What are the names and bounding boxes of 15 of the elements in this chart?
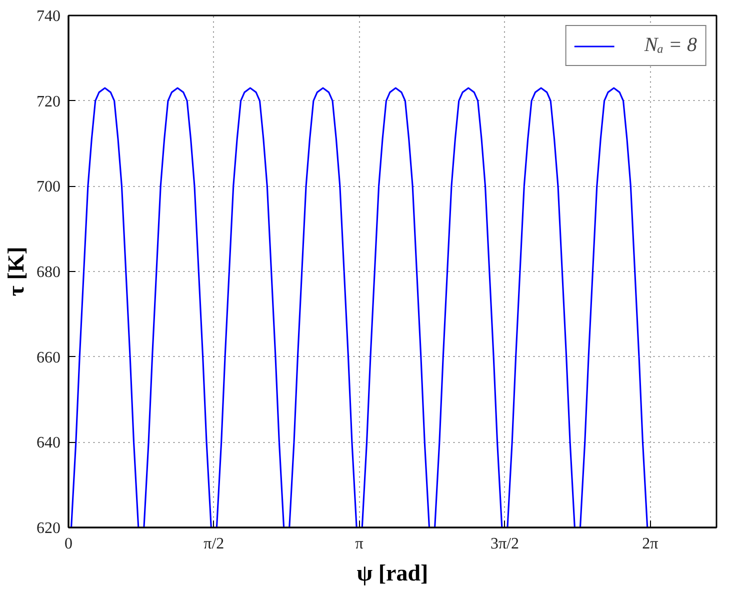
y-axis-title: τ [K] — [4, 246, 28, 296]
y-tick-label: 700 — [36, 178, 60, 196]
x-tick-label: 2π — [642, 536, 658, 552]
x-tick-label: π/2 — [204, 536, 224, 552]
x-tick-label: 0 — [64, 536, 72, 552]
y-tick-label: 720 — [36, 93, 60, 110]
y-tick-label: 620 — [36, 520, 60, 537]
y-tick-label: 660 — [36, 349, 60, 366]
y-tick-label: 680 — [36, 264, 60, 281]
x-axis-title: ψ [rad] — [356, 560, 428, 586]
x-tick-label: π — [355, 536, 364, 552]
y-tick-label: 640 — [36, 434, 60, 452]
x-tick-label: 3π/2 — [490, 536, 520, 552]
legend-label: Nₐ = 8 — [644, 34, 697, 57]
y-tick-label: 740 — [36, 8, 60, 25]
